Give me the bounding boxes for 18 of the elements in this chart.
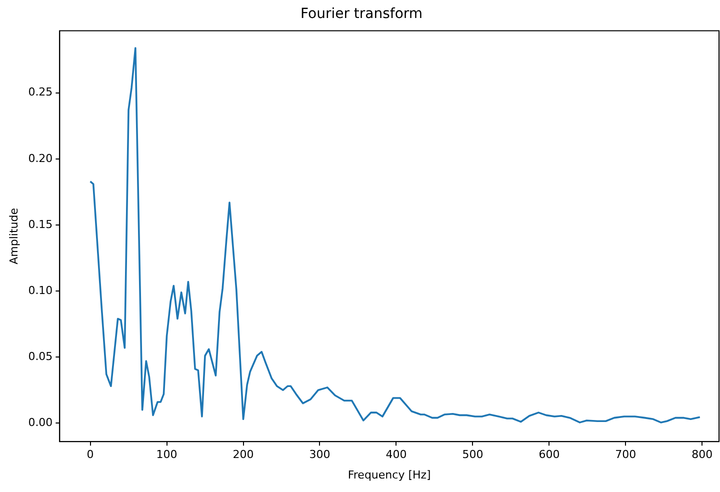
- y-tick-label: 0.05: [28, 350, 53, 363]
- x-tick-label: 300: [309, 448, 330, 462]
- x-tick-label: 100: [156, 448, 178, 462]
- x-tick-label: 600: [538, 448, 560, 462]
- y-tick-label: 0.00: [28, 416, 53, 429]
- x-axis-title: Frequency [Hz]: [348, 468, 431, 482]
- y-tick-label: 0.10: [28, 284, 53, 297]
- y-tick-label: 0.25: [28, 86, 53, 99]
- x-tick-label: 800: [692, 448, 713, 462]
- x-tick-label: 700: [615, 448, 636, 462]
- chart-title: Fourier transform: [300, 6, 423, 22]
- y-tick-label: 0.20: [28, 152, 53, 165]
- x-tick-label: 0: [86, 448, 94, 462]
- x-tick-label: 400: [386, 448, 407, 462]
- y-tick-label: 0.15: [28, 218, 53, 231]
- x-tick-label: 200: [232, 448, 254, 462]
- x-tick-label: 500: [462, 448, 484, 462]
- y-axis-title: Amplitude: [7, 208, 20, 264]
